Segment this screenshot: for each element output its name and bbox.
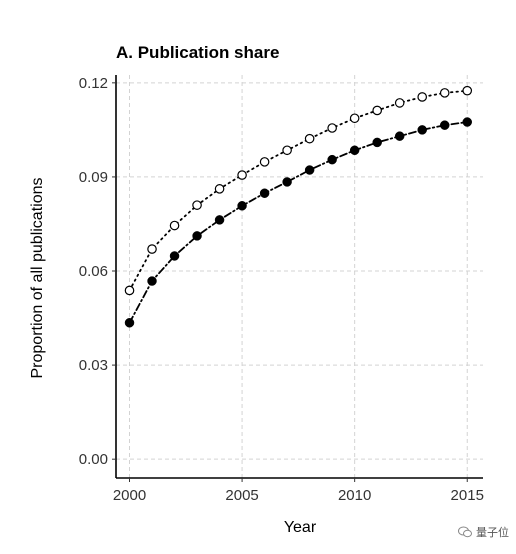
data-point bbox=[439, 88, 450, 98]
data-point bbox=[439, 120, 450, 130]
data-point bbox=[237, 201, 247, 211]
y-tick-label: 0.03 bbox=[79, 357, 108, 374]
data-point bbox=[417, 92, 428, 102]
data-point bbox=[282, 177, 292, 187]
x-tick-label: 2015 bbox=[451, 487, 484, 504]
data-point bbox=[259, 188, 270, 198]
grid bbox=[116, 75, 483, 478]
data-point bbox=[327, 154, 337, 165]
x-tick-label: 2000 bbox=[113, 487, 146, 504]
data-point bbox=[124, 285, 135, 296]
data-point bbox=[349, 113, 360, 124]
x-tick-label: 2010 bbox=[338, 487, 371, 504]
data-point bbox=[259, 157, 270, 167]
data-point bbox=[214, 215, 225, 225]
watermark-text: 量子位 bbox=[476, 526, 509, 539]
data-point bbox=[147, 244, 157, 254]
series-0 bbox=[124, 85, 473, 296]
x-tick-label: 2005 bbox=[225, 487, 258, 504]
series-line bbox=[128, 121, 469, 324]
tick-labels: 0.00 0.03 0.06 0.09 0.12 2000 2005 2010 2015 bbox=[79, 75, 484, 504]
data-point bbox=[169, 251, 180, 261]
chart-title: A. Publication share bbox=[116, 43, 279, 62]
series-layer bbox=[124, 85, 473, 328]
data-point bbox=[192, 200, 202, 210]
data-point bbox=[124, 318, 135, 328]
watermark: 量子位 bbox=[458, 524, 509, 540]
y-tick-label: 0.00 bbox=[79, 451, 108, 468]
data-point bbox=[304, 165, 315, 175]
data-point bbox=[304, 133, 315, 144]
y-axis-title: Proportion of all publications bbox=[29, 177, 46, 378]
data-point bbox=[237, 170, 247, 180]
y-tick-label: 0.09 bbox=[79, 169, 108, 186]
wechat-icon bbox=[458, 526, 472, 538]
data-point bbox=[349, 145, 360, 156]
data-point bbox=[214, 184, 225, 194]
data-point bbox=[372, 105, 382, 116]
x-axis-title: Year bbox=[284, 519, 317, 536]
axes bbox=[115, 75, 483, 479]
data-point bbox=[462, 117, 472, 127]
data-point bbox=[169, 220, 180, 231]
y-tick-label: 0.06 bbox=[79, 263, 108, 280]
data-point bbox=[394, 131, 405, 141]
data-point bbox=[327, 123, 337, 133]
y-tick-label: 0.12 bbox=[79, 75, 108, 92]
data-point bbox=[417, 125, 427, 135]
data-point bbox=[462, 85, 473, 96]
data-point bbox=[147, 276, 157, 286]
data-point bbox=[282, 145, 292, 156]
data-point bbox=[372, 137, 382, 148]
series-1 bbox=[124, 117, 472, 328]
data-point bbox=[192, 231, 202, 241]
series-line bbox=[128, 89, 469, 292]
data-point bbox=[394, 98, 405, 108]
